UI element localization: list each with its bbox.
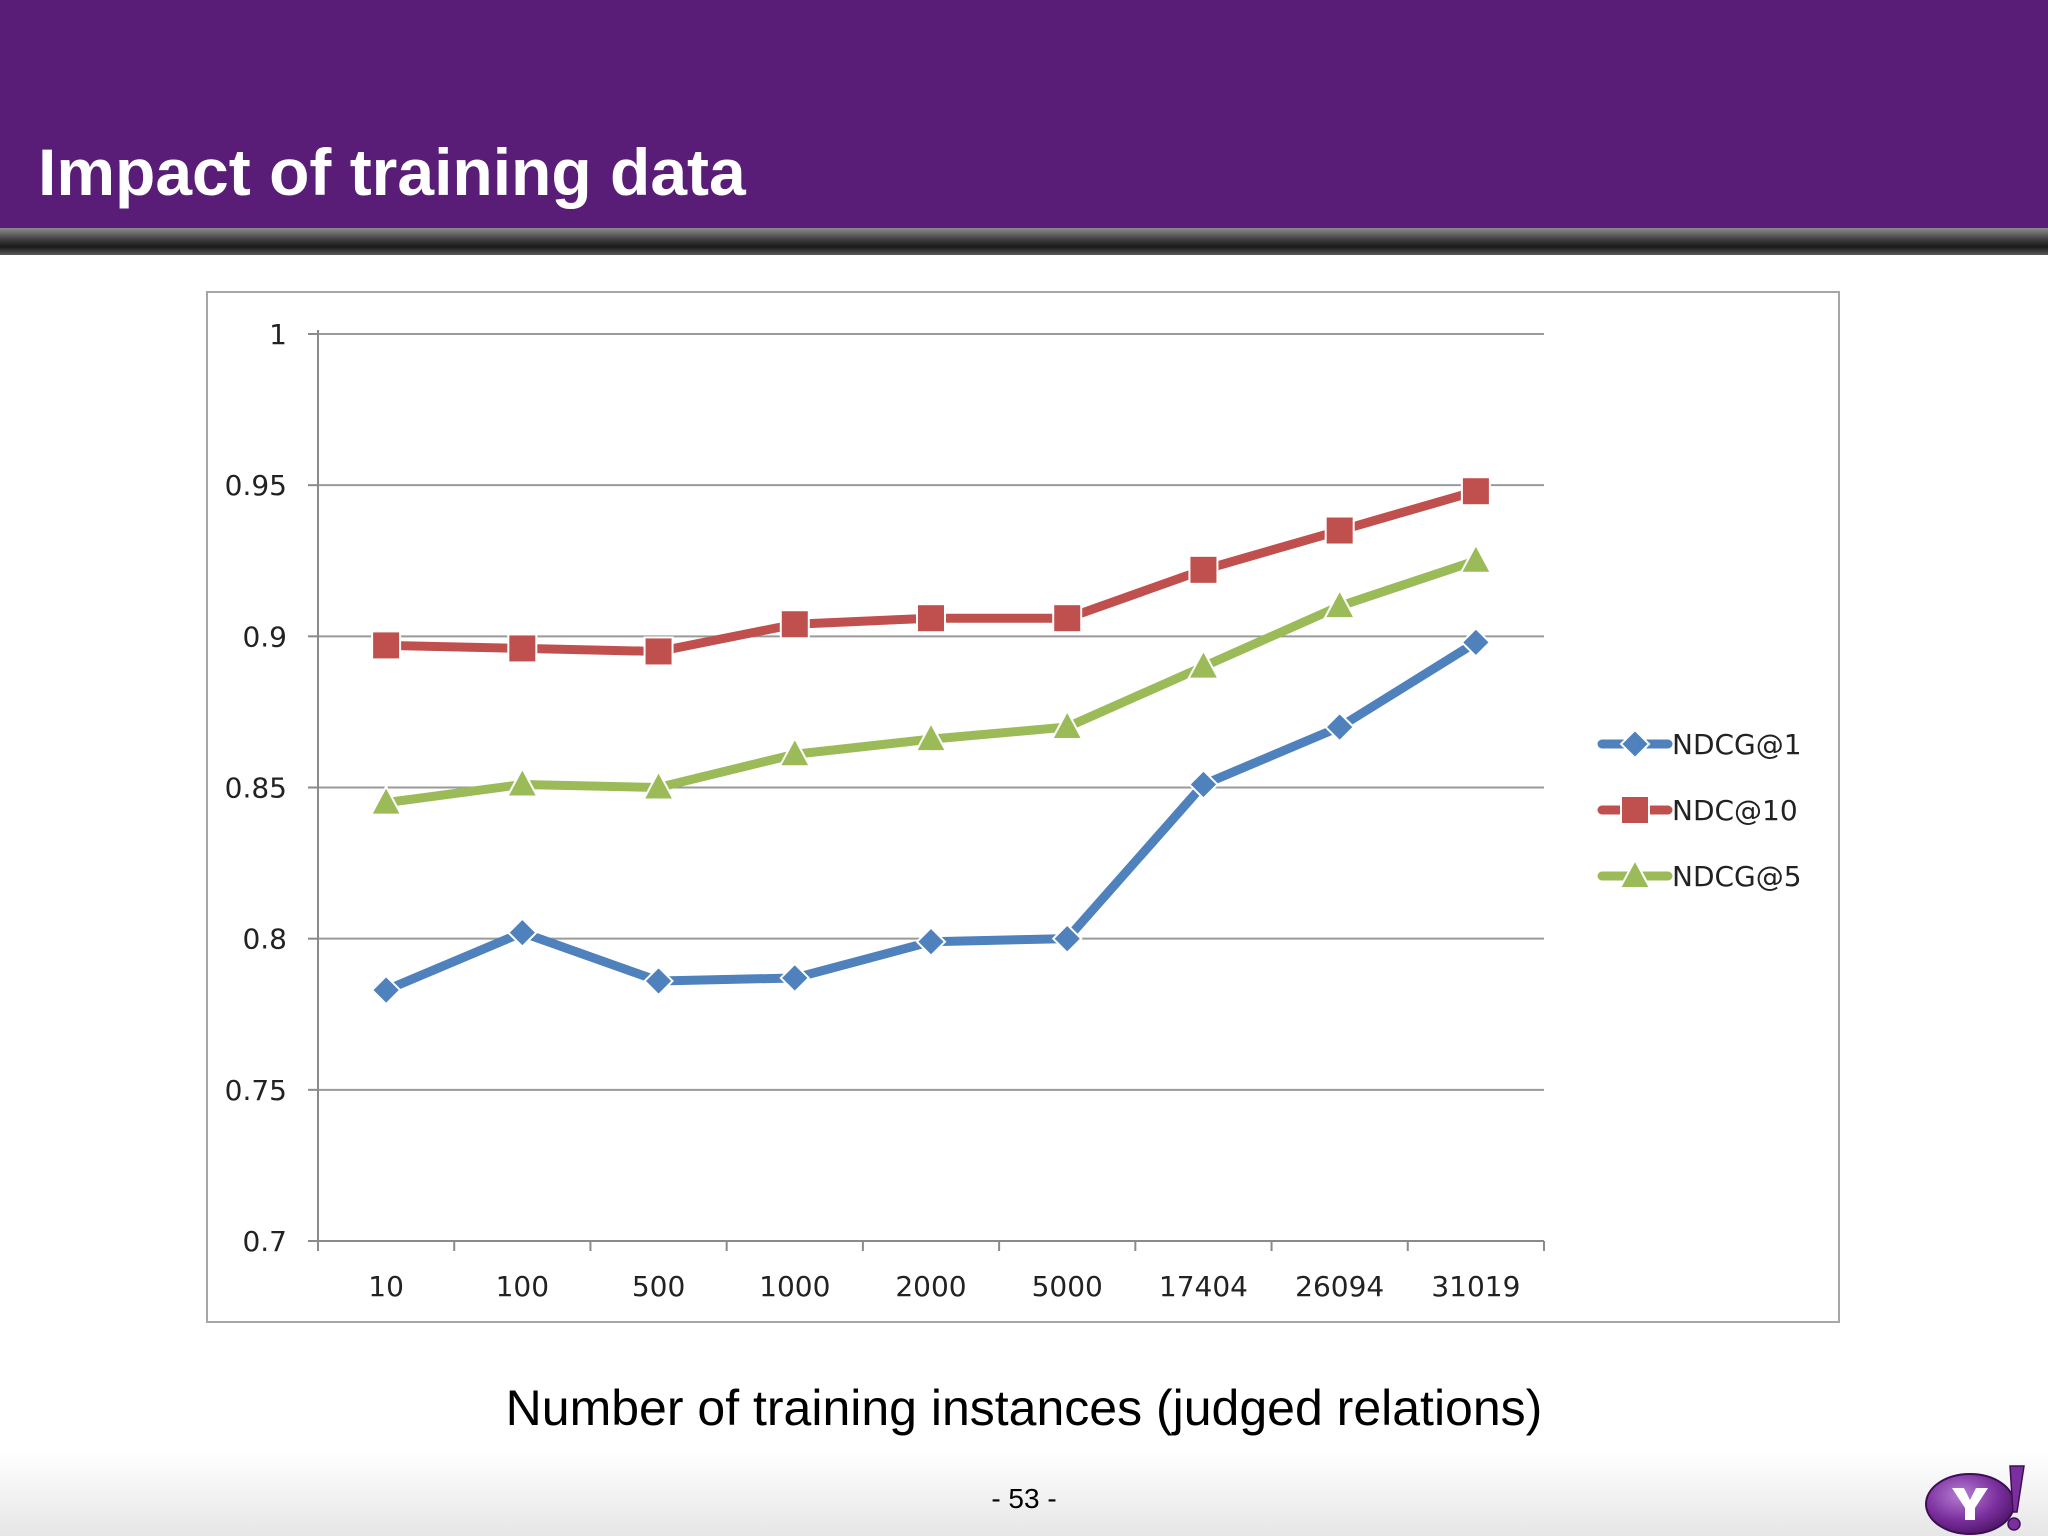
- data-point: [370, 974, 402, 1006]
- data-point: [1460, 626, 1492, 658]
- y-tick-label: 0.9: [242, 620, 287, 653]
- y-tick-label: 0.85: [225, 772, 287, 805]
- x-tick-label: 31019: [1431, 1270, 1520, 1303]
- legend-label: NDCG@1: [1672, 728, 1802, 761]
- data-point: [1188, 769, 1219, 800]
- chart-frame: [206, 291, 1840, 1323]
- data-point: [1052, 603, 1083, 634]
- x-tick-label: 100: [496, 1270, 549, 1303]
- data-point: [1324, 711, 1356, 743]
- data-point: [916, 603, 946, 634]
- x-tick-label: 10: [368, 1270, 404, 1303]
- data-point: [1459, 542, 1493, 574]
- x-tick-label: 2000: [895, 1270, 966, 1303]
- data-point: [915, 926, 947, 958]
- data-point: [506, 917, 538, 949]
- y-tick-label: 0.8: [242, 923, 287, 956]
- data-point: [1051, 923, 1083, 955]
- y-tick-label: 1: [269, 318, 287, 351]
- x-tick-label: 26094: [1295, 1270, 1384, 1303]
- legend-marker: [1620, 795, 1650, 825]
- data-point: [778, 736, 812, 768]
- legend-marker: [1618, 857, 1652, 889]
- yahoo-logo: [1925, 1465, 2025, 1535]
- data-point: [369, 784, 403, 816]
- slide-header: Impact of training data: [0, 0, 2048, 228]
- data-point: [1324, 515, 1355, 546]
- data-point: [1050, 708, 1084, 741]
- page-number: - 53 -: [991, 1483, 1057, 1514]
- data-point: [643, 636, 674, 667]
- legend-marker: [1619, 728, 1651, 760]
- x-tick-label: 5000: [1032, 1270, 1103, 1303]
- data-point: [914, 721, 948, 753]
- data-point: [641, 769, 676, 801]
- data-point: [505, 766, 540, 798]
- data-point: [643, 965, 674, 997]
- y-tick-label: 0.75: [225, 1074, 287, 1107]
- data-point: [507, 633, 538, 664]
- data-point: [779, 609, 810, 640]
- legend-label: NDCG@5: [1672, 860, 1802, 893]
- slide-title: Impact of training data: [38, 135, 746, 209]
- legend-label: NDC@10: [1672, 794, 1798, 827]
- y-tick-label: 0.7: [242, 1225, 287, 1258]
- x-tick-label: 500: [632, 1270, 685, 1303]
- data-point: [371, 630, 402, 661]
- series-line: [381, 556, 1481, 808]
- x-tick-label: 17404: [1159, 1270, 1248, 1303]
- slide-footer: [0, 1452, 2048, 1536]
- x-tick-label: 1000: [759, 1270, 830, 1303]
- data-point: [1460, 476, 1491, 507]
- x-axis-caption: Number of training instances (judged rel…: [505, 1380, 1543, 1436]
- data-point: [1188, 554, 1219, 585]
- header-divider: [0, 228, 2048, 255]
- data-point: [1186, 648, 1221, 680]
- y-tick-label: 0.95: [225, 469, 287, 502]
- data-point: [1322, 587, 1357, 620]
- data-point: [779, 962, 811, 994]
